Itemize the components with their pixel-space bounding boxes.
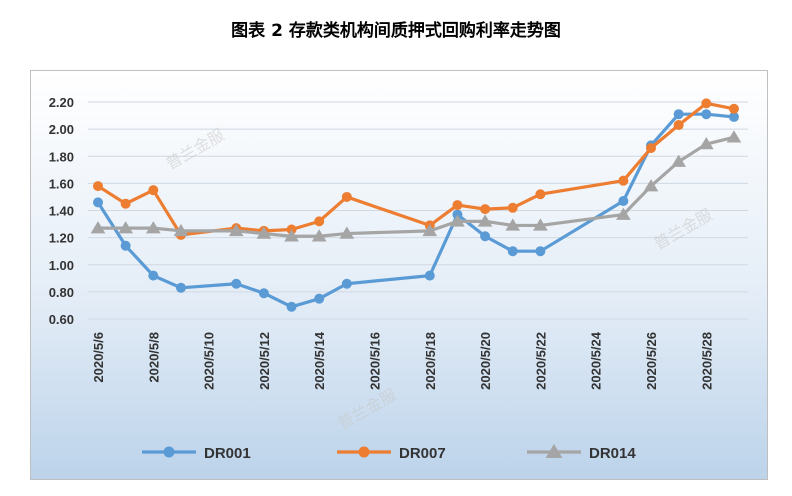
data-point: [480, 204, 491, 215]
data-point: [314, 293, 325, 304]
chart-panel: [30, 70, 768, 480]
legend: DR001 DR007 DR014: [142, 444, 636, 462]
y-tick-label: 1.80: [49, 149, 74, 164]
x-tick-label: 2020/5/14: [312, 331, 327, 390]
y-tick-label: 1.60: [49, 176, 74, 191]
data-point: [507, 246, 518, 257]
data-point: [507, 202, 518, 213]
y-tick-label: 0.80: [49, 285, 74, 300]
data-point: [284, 229, 299, 242]
x-tick-label: 2020/5/12: [257, 332, 272, 390]
data-point: [533, 218, 548, 231]
data-point: [93, 181, 103, 192]
data-point: [452, 200, 463, 211]
legend-label: DR007: [399, 445, 446, 462]
x-tick-label: 2020/5/20: [478, 332, 493, 390]
data-point: [673, 109, 684, 120]
data-point: [646, 143, 656, 154]
data-point: [341, 278, 352, 289]
data-point: [535, 246, 546, 257]
data-point: [148, 185, 159, 196]
data-point: [450, 214, 465, 227]
data-point: [118, 221, 133, 234]
y-tick-label: 2.00: [49, 122, 74, 137]
data-point: [90, 221, 106, 234]
data-point: [311, 229, 327, 242]
y-tick-label: 2.20: [49, 95, 74, 110]
data-point: [701, 109, 712, 120]
data-point: [120, 198, 131, 209]
x-axis: 2020/5/6 2020/5/8 2020/5/10 2020/5/12 2020/5…: [91, 331, 714, 390]
x-tick-label: 2020/5/22: [533, 332, 548, 390]
legend-item-dr007: DR007: [337, 445, 446, 462]
data-point: [231, 278, 242, 289]
data-point: [341, 191, 352, 202]
data-point: [175, 282, 186, 293]
data-point: [256, 226, 272, 239]
y-tick-label: 1.00: [49, 258, 74, 273]
y-tick-label: 1.40: [49, 204, 74, 219]
data-point: [120, 240, 131, 251]
data-point: [673, 120, 684, 131]
data-point: [726, 130, 742, 143]
line-chart: 0.60 0.80 1.00 1.20 1.40 1.60 1.80 2.00 2.20 202…: [31, 71, 767, 479]
data-point: [173, 223, 189, 237]
legend-label: DR014: [589, 445, 636, 462]
data-point: [643, 179, 659, 192]
legend-swatch-marker: [358, 446, 370, 458]
legend-item-dr001: DR001: [142, 445, 251, 462]
data-point: [228, 223, 244, 237]
data-point: [480, 231, 491, 242]
data-point: [505, 218, 521, 231]
data-point: [424, 270, 435, 281]
x-tick-label: 2020/5/6: [91, 332, 106, 383]
y-axis: 0.60 0.80 1.00 1.20 1.40 1.60 1.80 2.00 2.20: [49, 95, 74, 327]
x-tick-label: 2020/5/18: [423, 332, 438, 390]
x-tick-label: 2020/5/24: [589, 331, 604, 390]
legend-swatch-marker: [163, 446, 175, 458]
gridlines: [88, 101, 748, 320]
data-point: [93, 197, 103, 208]
chart-background: [31, 71, 767, 479]
data-point: [535, 189, 546, 200]
y-tick-label: 0.60: [49, 312, 74, 327]
data-point: [618, 175, 629, 186]
data-point: [701, 98, 712, 109]
data-point: [698, 137, 714, 150]
y-tick-label: 1.20: [49, 231, 74, 246]
data-point: [145, 221, 161, 234]
series-layer: [90, 98, 742, 312]
data-point: [314, 216, 325, 227]
x-tick-label: 2020/5/8: [146, 332, 161, 383]
data-point: [616, 207, 631, 220]
data-point: [671, 154, 686, 167]
x-tick-label: 2020/5/16: [368, 332, 383, 390]
data-point: [728, 103, 739, 114]
data-point: [422, 223, 438, 237]
x-tick-label: 2020/5/26: [644, 332, 659, 390]
data-point: [286, 301, 297, 312]
data-point: [148, 270, 159, 281]
x-tick-label: 2020/5/28: [699, 332, 714, 390]
data-point: [618, 196, 629, 207]
legend-swatch-marker: [545, 444, 563, 458]
legend-item-dr014: DR014: [527, 444, 636, 462]
series-dr014: [90, 130, 742, 242]
x-tick-label: 2020/5/10: [202, 332, 217, 390]
chart-title: 图表 2 存款类机构间质押式回购利率走势图: [231, 21, 561, 41]
data-point: [728, 111, 739, 122]
data-point: [258, 288, 269, 299]
data-point: [339, 226, 355, 239]
data-point: [477, 214, 493, 227]
legend-label: DR001: [204, 445, 251, 462]
